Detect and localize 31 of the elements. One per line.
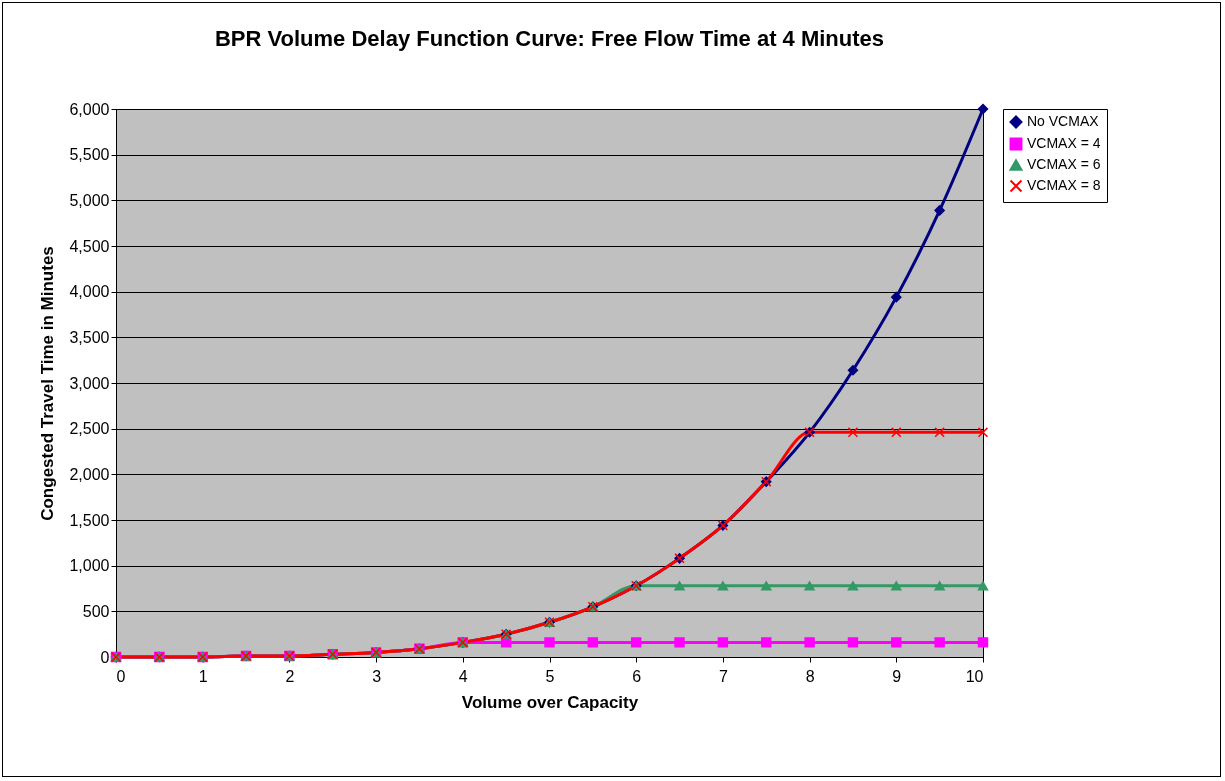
- x-tick-label: 5: [545, 667, 555, 685]
- y-tick-label: 3,000: [69, 374, 110, 392]
- y-tick-label: 3,500: [69, 328, 110, 346]
- chart-title: BPR Volume Delay Function Curve: Free Flow Time at 4 Minutes: [214, 26, 885, 51]
- y-tick-label: 500: [82, 602, 110, 620]
- legend-label: VCMAX = 8: [1027, 177, 1101, 193]
- x-tick-label: 3: [372, 667, 382, 685]
- y-axis-title: Congested Travel Time in Minutes: [38, 246, 58, 521]
- y-tick-label: 4,500: [69, 237, 110, 255]
- x-tick-label: 6: [632, 667, 642, 685]
- y-tick-label: 1,500: [69, 511, 110, 529]
- y-tick-label: 1,000: [69, 557, 110, 575]
- x-tick-label: 8: [805, 667, 815, 685]
- y-tick-label: 6,000: [69, 100, 110, 118]
- legend-label: VCMAX = 4: [1027, 135, 1101, 151]
- y-tick-label: 5,500: [69, 146, 110, 164]
- x-tick-label: 0: [116, 667, 126, 685]
- y-tick-label: 0: [100, 648, 110, 666]
- x-tick-label: 10: [965, 667, 984, 685]
- x-tick-label: 7: [718, 667, 728, 685]
- legend-label: VCMAX = 6: [1027, 156, 1101, 172]
- y-tick-label: 4,000: [69, 283, 110, 301]
- x-tick-label: 9: [892, 667, 902, 685]
- x-tick-label: 2: [285, 667, 295, 685]
- x-axis-title: Volume over Capacity: [461, 692, 639, 712]
- y-tick-label: 2,000: [69, 465, 110, 483]
- y-tick-label: 2,500: [69, 420, 110, 438]
- legend-label: No VCMAX: [1027, 113, 1100, 129]
- x-tick-label: 4: [458, 667, 468, 685]
- x-tick-label: 1: [198, 667, 208, 685]
- y-tick-label: 5,000: [69, 191, 110, 209]
